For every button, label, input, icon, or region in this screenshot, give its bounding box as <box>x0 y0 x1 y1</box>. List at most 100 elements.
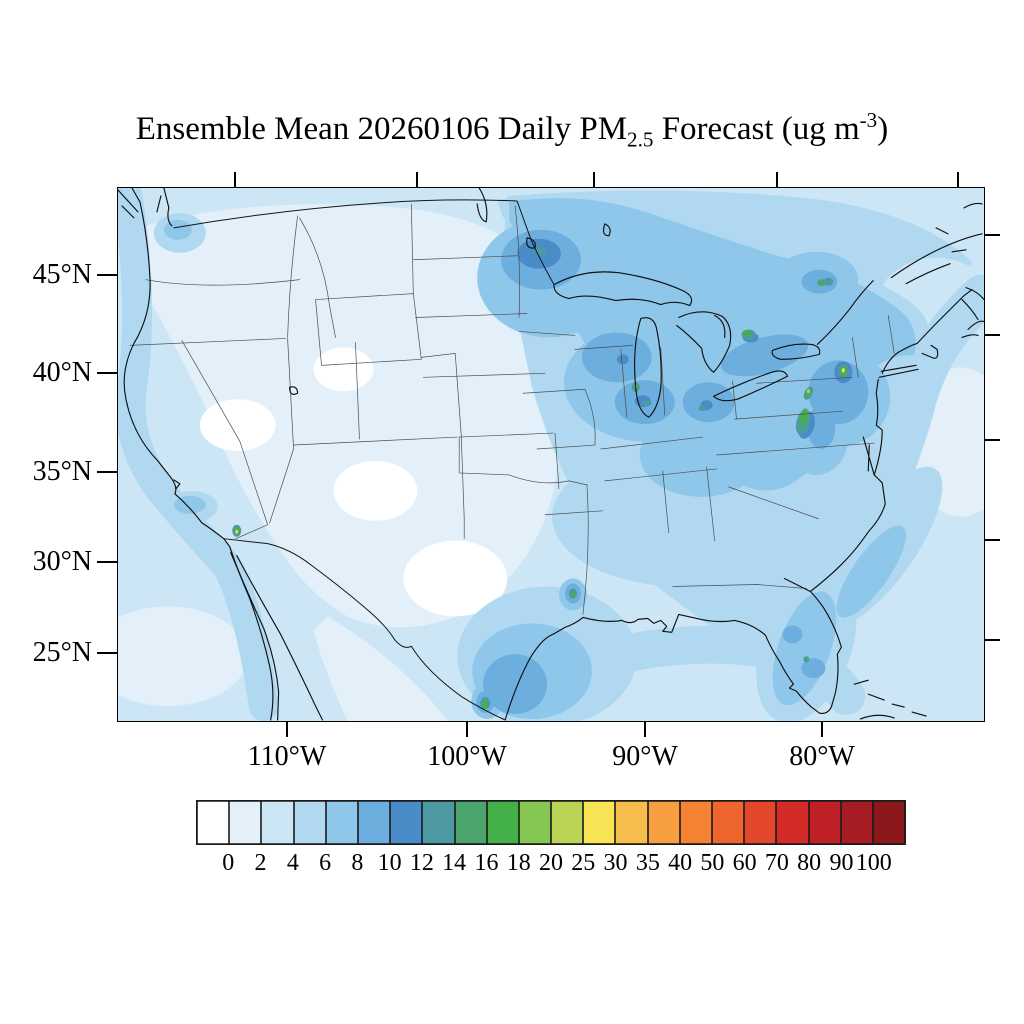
y-axis-tick <box>97 372 117 374</box>
x-axis-label: 80°W <box>789 741 855 772</box>
x-axis-tick <box>821 722 823 737</box>
colorbar-cell-7 <box>422 801 455 844</box>
spot-montreal-teal <box>823 277 834 286</box>
colorbar-cell-3 <box>293 801 326 844</box>
colorbar-tick-label: 80 <box>797 850 822 876</box>
spot-toronto-green2 <box>744 330 750 335</box>
contour-white-four-corners <box>333 460 418 521</box>
y-axis-label: 40°N <box>32 357 92 388</box>
right-axis-tick <box>985 539 1000 541</box>
y-axis-tick <box>97 652 117 654</box>
y-axis-tick <box>97 274 117 276</box>
colorbar-tick-label: 0 <box>222 850 235 876</box>
colorbar-cell-11 <box>551 801 584 844</box>
contour-white-utah <box>313 347 374 392</box>
title-prefix: Ensemble Mean 20260106 Daily PM <box>135 111 628 147</box>
x-axis-tick <box>466 722 468 737</box>
right-axis-tick <box>985 639 1000 641</box>
colorbar-cell-8 <box>454 801 487 844</box>
map-canvas <box>118 188 984 721</box>
contour-la-inner <box>173 495 206 514</box>
chart-title: Ensemble Mean 20260106 Daily PM2.5 Forec… <box>0 108 1024 153</box>
title-superscript: -3 <box>859 108 878 132</box>
x-axis-tick <box>286 722 288 737</box>
contour-toronto-shore <box>720 334 809 377</box>
coastlines <box>118 188 984 721</box>
top-axis-tick <box>957 172 959 187</box>
colorbar-tick-label: 2 <box>254 850 267 876</box>
colorbar-tick-label: 18 <box>506 850 531 876</box>
colorbar-cell-0 <box>197 801 230 844</box>
spot-minnesota-teal <box>536 246 547 255</box>
colorbar-tick-label: 30 <box>603 850 628 876</box>
mexico-border <box>223 538 506 721</box>
spot-nyc-yellow-peak <box>842 368 845 373</box>
top-axis-tick <box>234 172 236 187</box>
colorbar-tick-label: 10 <box>377 850 402 876</box>
colorbar-cell-21 <box>872 801 906 844</box>
spot-imperial-yellow-peak <box>235 529 238 534</box>
colorbar-cell-16 <box>712 801 745 844</box>
contour-seattle <box>163 219 192 240</box>
contour-ribbon-pacific <box>118 188 279 721</box>
colorbar-cell-15 <box>679 801 712 844</box>
contour-white-nevada <box>199 399 276 452</box>
colorbar-tick-label: 35 <box>635 850 660 876</box>
spot-southtexas-green2 <box>483 702 488 708</box>
contour-chesapeake-mid <box>807 405 836 450</box>
colorbar-cell-12 <box>583 801 616 844</box>
colorbar-tick-label: 40 <box>668 850 693 876</box>
colorbar-cell-10 <box>518 801 552 844</box>
state-borders <box>129 203 895 615</box>
contour-florida-spot1 <box>782 625 803 644</box>
colorbar-cell-13 <box>615 801 648 844</box>
colorbar-cell-5 <box>357 801 391 844</box>
spot-tampa-green <box>804 657 809 661</box>
contour-greenbay-core <box>616 354 629 365</box>
colorbar-cell-1 <box>229 801 262 844</box>
contour-pale-mexico <box>313 616 448 721</box>
contour-pale-west <box>137 204 561 628</box>
title-suffix: ) <box>877 111 889 147</box>
contour-new-england <box>831 292 892 363</box>
colorbar-cell-17 <box>744 801 777 844</box>
colorbar-cell-4 <box>325 801 358 844</box>
colorbar-cell-19 <box>808 801 841 844</box>
y-axis-label: 25°N <box>32 637 92 668</box>
colorbar-tick-label: 8 <box>351 850 364 876</box>
spot-montreal-green <box>817 279 826 287</box>
top-axis-tick <box>593 172 595 187</box>
y-axis-label: 35°N <box>32 456 92 487</box>
contour-se-offshore-inner <box>836 525 907 618</box>
right-axis-tick <box>985 334 1000 336</box>
spot-centralpa-green <box>804 387 813 399</box>
top-axis-tick <box>776 172 778 187</box>
canada-border <box>173 199 555 286</box>
x-axis-label: 90°W <box>612 741 678 772</box>
right-axis-tick <box>985 439 1000 441</box>
contour-texas-core <box>483 654 548 715</box>
colorbar-tick-label: 90 <box>829 850 854 876</box>
spot-easttexas-green <box>570 590 576 599</box>
top-axis-tick <box>416 172 418 187</box>
spot-dc-green2 <box>801 411 808 422</box>
colorbar-tick-label: 6 <box>319 850 332 876</box>
colorbar-cell-2 <box>261 801 294 844</box>
contour-florida-spot2 <box>801 658 826 679</box>
contour-pale-sw-ocean <box>118 606 248 707</box>
title-subscript: 2.5 <box>627 127 654 152</box>
spot-detroit-teal <box>698 405 707 412</box>
y-axis-label: 30°N <box>32 546 92 577</box>
x-axis-label: 110°W <box>247 741 327 772</box>
contour-white-west-texas <box>403 540 508 617</box>
x-axis-tick <box>644 722 646 737</box>
colorbar-tick-label: 20 <box>539 850 563 876</box>
map-frame <box>117 187 985 722</box>
x-axis-label: 100°W <box>427 741 507 772</box>
contour-north-wisconsin <box>581 332 652 383</box>
colorbar-tick-label: 25 <box>571 850 596 876</box>
colorbar-cell-20 <box>840 801 873 844</box>
y-axis-label: 45°N <box>32 259 92 290</box>
colorbar-cell-6 <box>390 801 423 844</box>
